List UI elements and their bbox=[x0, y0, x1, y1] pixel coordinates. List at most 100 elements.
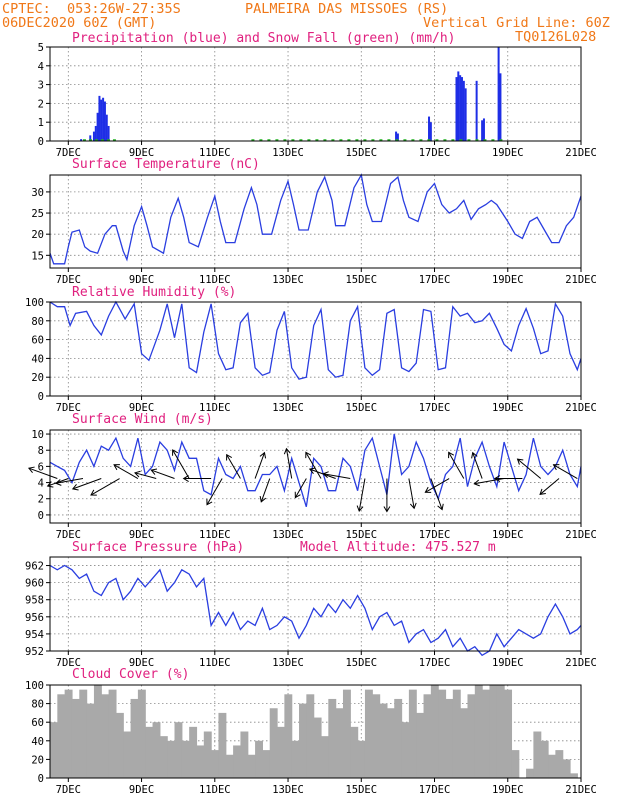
y-tick-label: 958 bbox=[25, 595, 44, 607]
wind-vector bbox=[539, 478, 560, 496]
wind-vector-head bbox=[493, 475, 501, 482]
y-tick-label: 0 bbox=[38, 391, 44, 403]
x-tick-label: 9DEC bbox=[129, 657, 154, 669]
precip-bar bbox=[481, 120, 484, 141]
cloud-bar bbox=[306, 694, 315, 778]
wind-vector bbox=[493, 475, 523, 482]
wind-vector-shaft bbox=[172, 449, 190, 479]
wind-vector bbox=[27, 466, 58, 479]
x-tick-label: 13DEC bbox=[272, 147, 304, 159]
cloud-bar bbox=[108, 689, 117, 778]
y-tick-label: 2 bbox=[38, 98, 44, 110]
x-tick-label: 13DEC bbox=[272, 784, 304, 796]
cloud-bar bbox=[145, 726, 154, 778]
precip-bar bbox=[457, 71, 460, 141]
cloud-bar bbox=[423, 694, 432, 778]
cloud-bar bbox=[101, 694, 110, 778]
x-tick-label: 15DEC bbox=[345, 274, 377, 286]
wind-vector-shaft bbox=[55, 478, 84, 484]
cloud-bar bbox=[262, 750, 271, 778]
wind-vector-head bbox=[182, 475, 189, 482]
header-line2-left: 06DEC2020 60Z (GMT) bbox=[2, 15, 157, 31]
x-tick-label: 9DEC bbox=[129, 402, 154, 414]
wind-vector bbox=[471, 451, 483, 479]
y-tick-label: 4 bbox=[38, 61, 44, 73]
x-tick-label: 11DEC bbox=[199, 147, 231, 159]
panel-humidity: 0 20 40 60 80 100 7DEC 9DEC 11DEC 13DEC 15DEC 17DEC… bbox=[25, 285, 597, 414]
panel-title: Surface Temperature (nC) bbox=[72, 157, 260, 172]
cloud-bar bbox=[233, 745, 242, 778]
pressure-line bbox=[49, 564, 582, 657]
x-tick-label: 15DEC bbox=[345, 402, 377, 414]
precip-bar bbox=[482, 118, 485, 141]
cloud-bar bbox=[247, 754, 256, 778]
wind-vector-head bbox=[294, 491, 301, 499]
wind-vector-shaft bbox=[260, 478, 271, 502]
y-tick-label: 960 bbox=[25, 578, 44, 590]
cloud-bar bbox=[130, 698, 139, 778]
panel-precipitation: 0 1 2 3 4 5 7DEC 9DEC 11DEC 13DEC 15DEC 17DEC 19DEC 2… bbox=[38, 31, 597, 159]
precip-bar bbox=[497, 47, 500, 141]
wind-vector-shaft bbox=[358, 478, 366, 512]
precip-bar bbox=[80, 139, 83, 141]
cloud-bar bbox=[328, 698, 337, 778]
x-tick-label: 7DEC bbox=[56, 402, 81, 414]
y-tick-label: 0 bbox=[38, 773, 44, 785]
x-tick-label: 13DEC bbox=[272, 274, 304, 286]
wind-vector-shaft bbox=[408, 478, 415, 509]
cloud-bar bbox=[562, 759, 571, 778]
precip-bar bbox=[475, 80, 478, 141]
wind-vector bbox=[206, 478, 223, 506]
x-tick-label: 7DEC bbox=[56, 657, 81, 669]
y-tick-label: 40 bbox=[31, 736, 44, 748]
cloud-bar bbox=[189, 726, 198, 778]
panel-frame bbox=[49, 429, 582, 524]
wind-vector-head bbox=[322, 471, 329, 478]
panel-pressure: 952 954 956 958 960 962 7DEC 9DEC 11DEC 13DEC 15DE… bbox=[25, 540, 597, 669]
cloud-bar bbox=[496, 685, 505, 778]
x-tick-label: 15DEC bbox=[345, 147, 377, 159]
cloud-bar bbox=[357, 740, 366, 778]
x-tick-label: 11DEC bbox=[199, 529, 231, 541]
wind-vector-head bbox=[71, 484, 79, 491]
cloud-bar bbox=[115, 712, 124, 778]
wind-vector bbox=[150, 468, 175, 479]
y-tick-label: 8 bbox=[38, 445, 44, 457]
x-tick-label: 15DEC bbox=[345, 657, 377, 669]
cloud-bar bbox=[452, 689, 461, 778]
cloud-bar bbox=[467, 694, 476, 778]
y-tick-label: 2 bbox=[38, 494, 44, 506]
x-tick-label: 7DEC bbox=[56, 274, 81, 286]
cloud-bar bbox=[225, 754, 234, 778]
cloud-bar bbox=[50, 722, 58, 778]
precip-bar bbox=[96, 112, 99, 141]
panel-cloud_cover: 0 20 40 60 80 100 7DEC 9DEC 11DEC 13DEC 15DEC 17DEC… bbox=[25, 667, 597, 796]
x-tick-label: 21DEC bbox=[565, 784, 597, 796]
cloud-bar bbox=[203, 731, 212, 778]
wind-vector-shaft bbox=[113, 464, 139, 479]
cloud-bar bbox=[123, 731, 132, 778]
y-tick-label: 0 bbox=[38, 136, 44, 148]
cloud-bar bbox=[159, 736, 168, 778]
cloud-bar bbox=[93, 685, 102, 778]
wind-vector bbox=[294, 478, 307, 499]
cloud-bar bbox=[394, 698, 403, 778]
x-tick-label: 19DEC bbox=[492, 784, 524, 796]
precip-bar bbox=[103, 101, 106, 141]
x-tick-label: 11DEC bbox=[199, 274, 231, 286]
panel-frame bbox=[49, 684, 582, 779]
x-tick-label: 7DEC bbox=[56, 529, 81, 541]
wind-vector-shaft bbox=[294, 478, 307, 498]
y-tick-label: 952 bbox=[25, 646, 44, 658]
wind-vector bbox=[383, 478, 391, 513]
y-tick-label: 20 bbox=[31, 229, 44, 241]
x-tick-label: 17DEC bbox=[419, 529, 451, 541]
y-tick-label: 5 bbox=[38, 42, 44, 54]
cloud-bar bbox=[401, 722, 410, 778]
wind-vector bbox=[113, 464, 139, 479]
x-tick-label: 9DEC bbox=[129, 147, 154, 159]
precip-bar bbox=[428, 116, 431, 141]
x-tick-label: 19DEC bbox=[492, 402, 524, 414]
cloud-bar bbox=[379, 703, 388, 778]
wind-vector-shaft bbox=[430, 478, 443, 510]
